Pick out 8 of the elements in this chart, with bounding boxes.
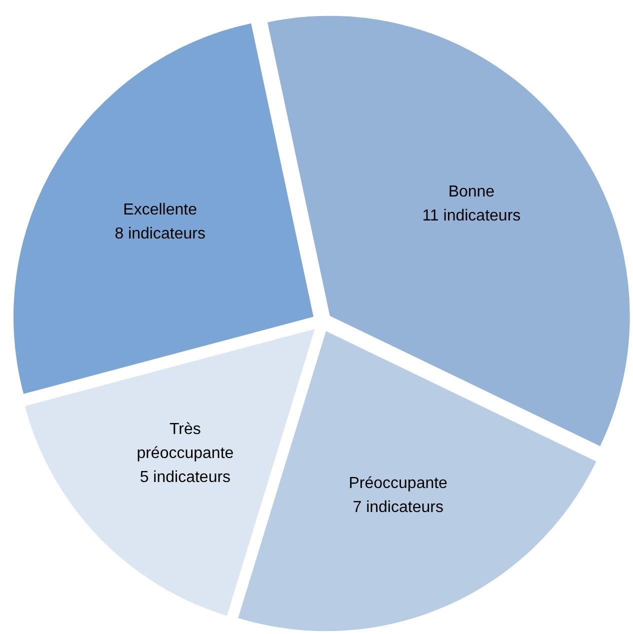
data-label: 11 indicateurs [422,208,521,225]
slice-label: Excellente [123,202,198,219]
slice-label: Très préoccupante [136,421,234,462]
data-label: 5 indicateurs [140,469,231,486]
data-label: 7 indicateurs [352,499,444,516]
slice-label: Préoccupante [348,475,448,492]
slice-label: Bonne [448,184,495,201]
data-label: 8 indicateurs [114,226,206,243]
